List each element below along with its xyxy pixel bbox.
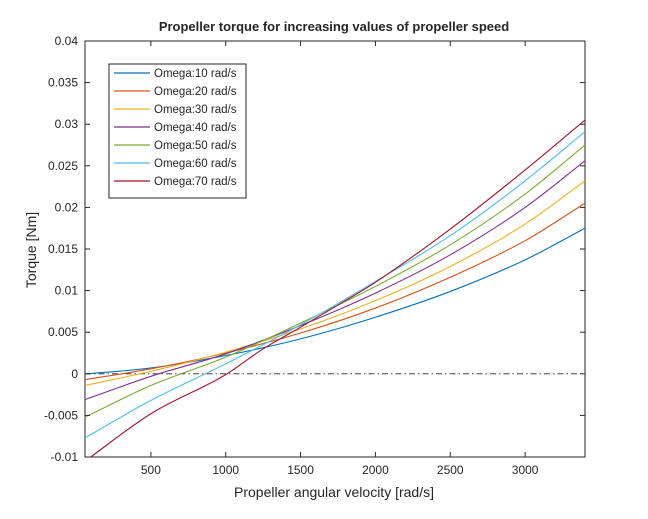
legend-label-omega-20: Omega:20 rad/s	[154, 86, 237, 98]
x-tick-label: 1500	[287, 463, 314, 477]
x-tick-label: 1000	[212, 463, 239, 477]
legend-label-omega-10: Omega:10 rad/s	[154, 68, 237, 80]
legend-box	[108, 63, 247, 199]
y-tick-label: -0.01	[51, 450, 79, 464]
y-tick-label: 0.03	[55, 117, 79, 131]
x-tick-label: 2500	[437, 463, 464, 477]
x-tick-label: 500	[141, 463, 161, 477]
x-tick-label: 2000	[362, 463, 389, 477]
chart-title: Propeller torque for increasing values o…	[159, 19, 509, 34]
legend: Omega:10 rad/s Omega:20 rad/s Omega:30 rad…	[108, 63, 247, 199]
series-line-omega-30	[85, 180, 585, 386]
y-tick-label: 0.015	[48, 242, 78, 256]
series-line-omega-60	[85, 131, 585, 439]
series-line-omega-40	[85, 160, 585, 401]
series-line-omega-70	[89, 119, 585, 457]
y-tick-label: 0.005	[48, 325, 78, 339]
legend-label-omega-30: Omega:30 rad/s	[154, 104, 237, 116]
y-axis-label: Torque [Nm]	[23, 212, 39, 288]
y-tick-label: 0	[71, 367, 78, 381]
legend-label-omega-60: Omega:60 rad/s	[154, 158, 237, 170]
legend-label-omega-70: Omega:70 rad/s	[154, 176, 237, 188]
y-tick-label: 0.02	[55, 200, 79, 214]
legend-label-omega-40: Omega:40 rad/s	[154, 122, 237, 134]
x-axis-label: Propeller angular velocity [rad/s]	[234, 484, 434, 500]
y-tick-label: 0.04	[55, 34, 79, 48]
y-tick-label: 0.01	[55, 284, 79, 298]
y-tick-label: 0.025	[48, 159, 78, 173]
x-tick-label: 3000	[512, 463, 539, 477]
y-tick-label: -0.005	[44, 408, 78, 422]
legend-label-omega-50: Omega:50 rad/s	[154, 140, 237, 152]
y-tick-label: 0.035	[48, 76, 78, 90]
series-line-omega-20	[85, 202, 585, 381]
